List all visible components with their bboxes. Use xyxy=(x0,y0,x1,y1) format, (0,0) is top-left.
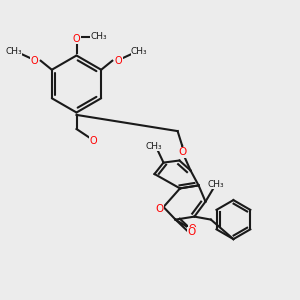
Text: CH₃: CH₃ xyxy=(207,180,224,189)
Text: CH₃: CH₃ xyxy=(90,32,107,41)
Text: O: O xyxy=(155,204,163,214)
Text: O: O xyxy=(189,224,196,235)
Text: CH₃: CH₃ xyxy=(145,142,162,151)
Text: O: O xyxy=(178,147,186,158)
Text: O: O xyxy=(31,56,38,66)
Text: O: O xyxy=(115,56,122,66)
Text: CH₃: CH₃ xyxy=(131,47,148,56)
Text: O: O xyxy=(89,136,97,146)
Text: O: O xyxy=(188,227,196,237)
Text: O: O xyxy=(73,34,80,44)
Text: CH₃: CH₃ xyxy=(5,47,22,56)
